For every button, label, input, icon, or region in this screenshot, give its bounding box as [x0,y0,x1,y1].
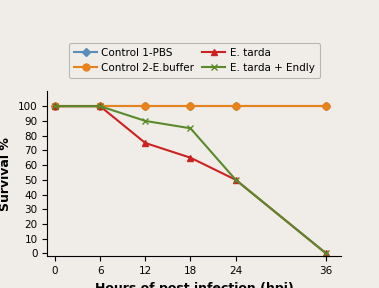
Control 1-PBS [233,105,238,108]
E. tarda [233,178,238,181]
Control 1-PBS [98,105,102,108]
Control 2-E.buffer [98,105,102,108]
Control 2-E.buffer [143,105,147,108]
Line: Control 2-E.buffer: Control 2-E.buffer [52,103,329,110]
Control 2-E.buffer [188,105,193,108]
Control 2-E.buffer [53,105,57,108]
Y-axis label: Survival %: Survival % [0,137,13,211]
X-axis label: Hours of post infection (hpi): Hours of post infection (hpi) [95,282,294,288]
Control 1-PBS [53,105,57,108]
E. tarda + Endly [188,126,193,130]
Control 1-PBS [324,105,328,108]
E. tarda + Endly [324,252,328,255]
Control 2-E.buffer [324,105,328,108]
E. tarda [324,252,328,255]
E. tarda [53,105,57,108]
E. tarda [98,105,102,108]
Line: Control 1-PBS: Control 1-PBS [52,103,329,109]
Control 1-PBS [188,105,193,108]
Line: E. tarda: E. tarda [52,103,329,257]
E. tarda [143,141,147,145]
Legend: Control 1-PBS, Control 2-E.buffer, E. tarda, E. tarda + Endly: Control 1-PBS, Control 2-E.buffer, E. ta… [69,43,319,78]
E. tarda + Endly [143,119,147,123]
Control 1-PBS [143,105,147,108]
E. tarda [188,156,193,160]
Control 2-E.buffer [233,105,238,108]
E. tarda + Endly [233,178,238,181]
E. tarda + Endly [53,105,57,108]
E. tarda + Endly [98,105,102,108]
Line: E. tarda + Endly: E. tarda + Endly [52,103,329,257]
